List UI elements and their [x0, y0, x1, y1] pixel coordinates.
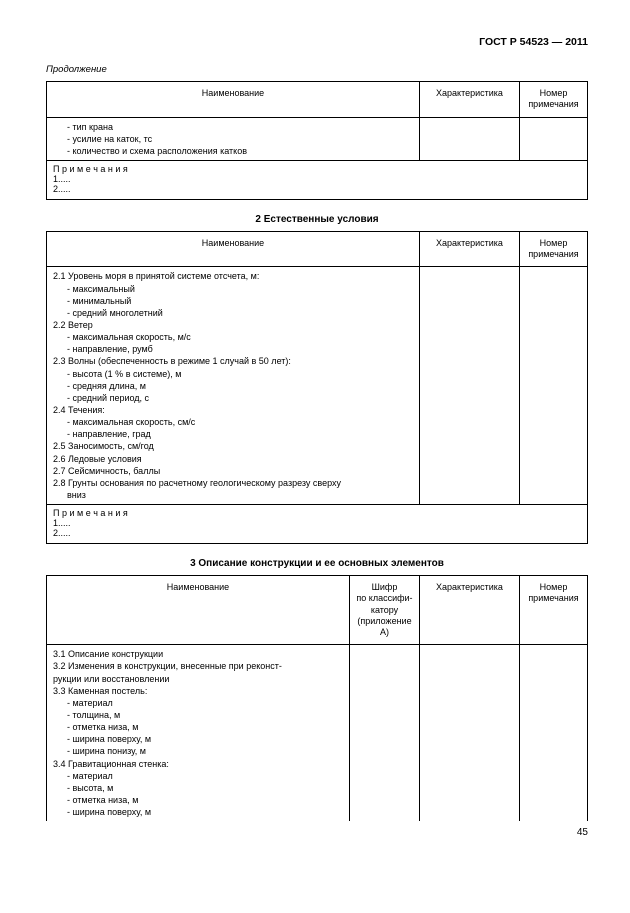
th-char: Характеристика [420, 576, 520, 645]
list-item: - средний многолетний [53, 307, 413, 319]
list-item: вниз [53, 489, 413, 501]
table-2: Наименование Характеристика Номер примеч… [46, 231, 588, 544]
list-item: рукции или восстановлении [53, 673, 343, 685]
list-item: - ширина поверху, м [53, 733, 343, 745]
list-item: - максимальная скорость, м/с [53, 331, 413, 343]
list-item: - ширина понизу, м [53, 745, 343, 757]
notes-line: 2..... [53, 184, 71, 194]
notes-line: 2..... [53, 528, 71, 538]
th-note: Номер примечания [520, 576, 588, 645]
list-item: 2.5 Заносимость, см/год [53, 440, 413, 452]
table-notes-row: П р и м е ч а н и я1.....2..... [47, 160, 588, 199]
document-id: ГОСТ Р 54523 — 2011 [46, 36, 588, 48]
t2-note [520, 267, 588, 505]
list-item: - толщина, м [53, 709, 343, 721]
th-char: Характеристика [420, 231, 520, 267]
table-notes-row: П р и м е ч а н и я1.....2..... [47, 505, 588, 544]
t2-char [420, 267, 520, 505]
table-1: Наименование Характеристика Номер примеч… [46, 81, 588, 200]
t3-note [520, 645, 588, 821]
list-item: - материал [53, 770, 343, 782]
th-shifr: Шифрпо классифи-катору(приложение А) [350, 576, 420, 645]
section-2-title: 2 Естественные условия [46, 214, 588, 225]
list-item: 2.6 Ледовые условия [53, 453, 413, 465]
list-item: - количество и схема расположения катков [53, 145, 413, 157]
list-item: 2.4 Течения: [53, 404, 413, 416]
list-item: 3.2 Изменения в конструкции, внесенные п… [53, 660, 343, 672]
list-item: 2.3 Волны (обеспеченность в режиме 1 слу… [53, 355, 413, 367]
table-3: Наименование Шифрпо классифи-катору(прил… [46, 575, 588, 821]
list-item: - высота, м [53, 782, 343, 794]
t1-body: - тип крана- усилие на каток, тс- количе… [47, 117, 420, 160]
list-item: - тип крана [53, 121, 413, 133]
th-shifr-line: по классифи- [356, 593, 412, 603]
th-note: Номер примечания [520, 231, 588, 267]
th-name: Наименование [47, 231, 420, 267]
th-shifr-line: Шифр [372, 582, 398, 592]
list-item: 3.1 Описание конструкции [53, 648, 343, 660]
notes-line: 1..... [53, 174, 71, 184]
continuation-label: Продолжение [46, 64, 588, 75]
th-name: Наименование [47, 576, 350, 645]
list-item: - средний период, с [53, 392, 413, 404]
t3-body: 3.1 Описание конструкции3.2 Изменения в … [47, 645, 350, 821]
list-item: - ширина поверху, м [53, 806, 343, 818]
th-name: Наименование [47, 82, 420, 118]
th-shifr-line: катору [371, 605, 398, 615]
list-item: - средняя длина, м [53, 380, 413, 392]
t1-notes: П р и м е ч а н и я1.....2..... [47, 160, 588, 199]
list-item: 2.1 Уровень моря в принятой системе отсч… [53, 270, 413, 282]
th-shifr-line: (приложение А) [357, 616, 411, 637]
list-item: 3.4 Гравитационная стенка: [53, 758, 343, 770]
list-item: 3.3 Каменная постель: [53, 685, 343, 697]
t2-notes: П р и м е ч а н и я1.....2..... [47, 505, 588, 544]
t2-body: 2.1 Уровень моря в принятой системе отсч… [47, 267, 420, 505]
notes-label: П р и м е ч а н и я [53, 508, 128, 518]
list-item: 2.7 Сейсмичность, баллы [53, 465, 413, 477]
list-item: - отметка низа, м [53, 721, 343, 733]
list-item: 2.8 Грунты основания по расчетному геоло… [53, 477, 413, 489]
notes-line: 1..... [53, 518, 71, 528]
table-row: 2.1 Уровень моря в принятой системе отсч… [47, 267, 588, 505]
list-item: - усилие на каток, тс [53, 133, 413, 145]
t3-shifr [350, 645, 420, 821]
list-item: - материал [53, 697, 343, 709]
th-note: Номер примечания [520, 82, 588, 118]
table-row: - тип крана- усилие на каток, тс- количе… [47, 117, 588, 160]
list-item: - максимальная скорость, см/с [53, 416, 413, 428]
t3-char [420, 645, 520, 821]
list-item: - высота (1 % в системе), м [53, 368, 413, 380]
page-number: 45 [46, 827, 588, 838]
t1-note [520, 117, 588, 160]
list-item: - направление, румб [53, 343, 413, 355]
list-item: - максимальный [53, 283, 413, 295]
notes-label: П р и м е ч а н и я [53, 164, 128, 174]
list-item: 2.2 Ветер [53, 319, 413, 331]
list-item: - минимальный [53, 295, 413, 307]
table-row: 3.1 Описание конструкции3.2 Изменения в … [47, 645, 588, 821]
list-item: - направление, град [53, 428, 413, 440]
t1-char [420, 117, 520, 160]
section-3-title: 3 Описание конструкции и ее основных эле… [46, 558, 588, 569]
list-item: - отметка низа, м [53, 794, 343, 806]
th-char: Характеристика [420, 82, 520, 118]
